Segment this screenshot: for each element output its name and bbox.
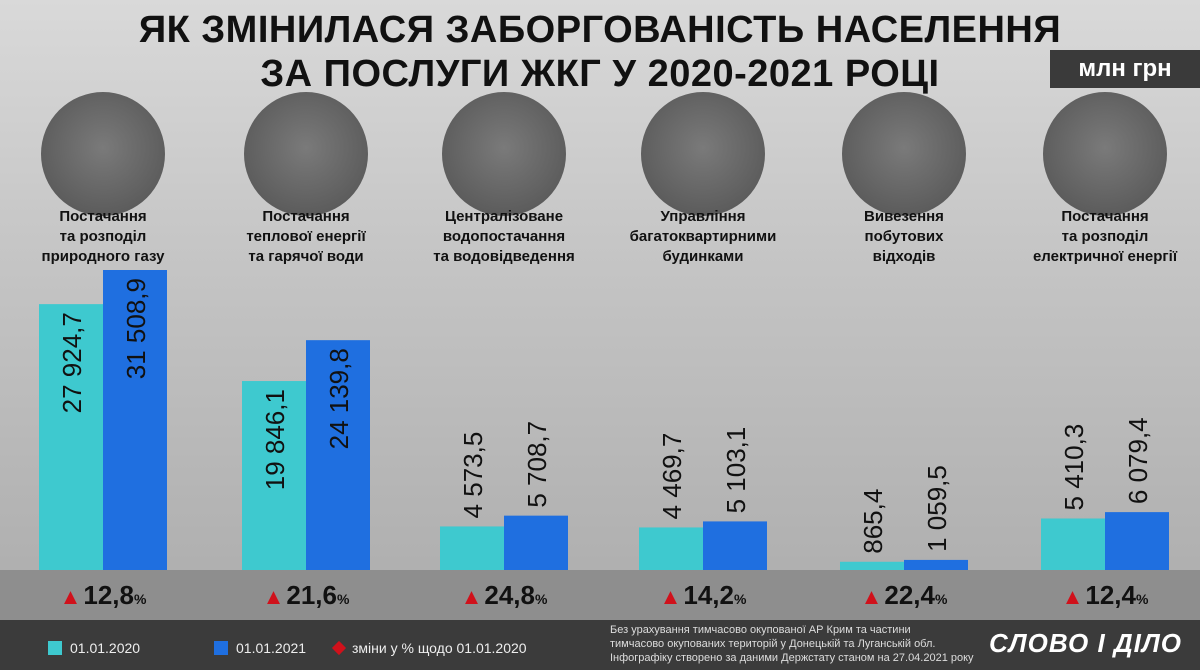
bar-2020-0 [39,304,103,570]
change-value-3: ▲14,2% [633,580,773,611]
category-label-line: Вивезення [864,208,944,225]
footer-bar [0,620,1200,670]
category-label-3: Управління багатоквартирними будинками [613,207,793,267]
data-label-2020-1: 19 846,1 [260,389,290,490]
category-label-1: Постачання теплової енергії та гарячої вод… [216,207,396,267]
change-value-4: ▲22,4% [834,580,974,611]
change-number: 14,2 [683,580,734,610]
category-label-2: Централізоване водопостачання та водовідве… [414,207,594,267]
bar-2020-2 [440,526,504,570]
change-value-5: ▲12,4% [1035,580,1175,611]
category-label-line: Постачання [59,208,147,225]
legend-change-label: зміни у % щодо 01.01.2020 [352,640,527,656]
data-label-2021-4: 1 059,5 [922,465,952,552]
data-label-2021-0: 31 508,9 [121,278,151,379]
category-label-line: Централізоване [444,208,564,225]
up-arrow-icon: ▲ [1061,584,1084,609]
bar-2020-3 [639,527,703,570]
change-number: 21,6 [286,580,337,610]
change-value-1: ▲21,6% [236,580,376,611]
change-number: 12,8 [83,580,134,610]
data-label-2020-2: 4 573,5 [458,432,488,519]
category-label-line: відходів [872,248,936,265]
category-label-line: та розподіл [1061,228,1149,245]
data-label-2020-4: 865,4 [858,489,888,554]
up-arrow-icon: ▲ [460,584,483,609]
change-value-2: ▲24,8% [434,580,574,611]
bar-2020-4 [840,561,904,570]
bar-2021-2 [504,515,568,570]
up-arrow-icon: ▲ [860,584,883,609]
category-label-line: багатоквартирними [629,228,777,245]
change-number: 24,8 [484,580,535,610]
bar-2020-1 [242,381,306,570]
percent-sign: % [336,591,350,607]
bar-2021-1 [306,340,370,570]
legend-2020: 01.01.2020 [48,640,140,656]
footnote-line-2: тимчасово окупованих територій у Донецьк… [610,638,936,650]
legend-change: зміни у % щодо 01.01.2020 [331,640,527,656]
bar-2021-5 [1105,512,1169,570]
footnote-line-3: Інфографіку створено за даними Держстату… [610,652,974,664]
percent-sign: % [534,591,548,607]
category-label-line: побутових [864,228,944,245]
category-label-line: водопостачання [442,228,566,245]
data-label-2020-5: 5 410,3 [1059,424,1089,511]
data-label-2020-3: 4 469,7 [657,433,687,520]
up-arrow-icon: ▲ [262,584,285,609]
category-label-4: Вивезення побутових відходів [814,207,994,267]
category-label-line: будинками [662,248,744,265]
legend-2020-label: 01.01.2020 [70,640,141,656]
percent-sign: % [1135,591,1149,607]
footnote: Без урахування тимчасово окупованої АР К… [610,623,990,665]
data-label-2021-2: 5 708,7 [522,421,552,508]
legend-2021: 01.01.2021 [214,640,306,656]
up-arrow-icon: ▲ [59,584,82,609]
title-line-1: ЯК ЗМІНИЛАСЯ ЗАБОРГОВАНІСТЬ НАСЕЛЕННЯ [138,9,1062,51]
category-label-5: Постачання та розподіл електричної енергії [1015,207,1195,267]
legend-2020-swatch [48,641,62,655]
category-label-line: та розподіл [59,228,147,245]
bar-2020-5 [1041,518,1105,570]
category-label-line: електричної енергії [1032,248,1178,265]
data-label-2021-5: 6 079,4 [1123,417,1153,504]
bar-2021-3 [703,521,767,570]
icon-power-line [1043,92,1167,216]
change-number: 22,4 [884,580,935,610]
category-label-line: природного газу [41,248,165,265]
up-arrow-icon: ▲ [659,584,682,609]
category-label-line: теплової енергії [246,228,366,245]
bar-chart: 27 924,7 19 846,1 4 573,5 4 469,7 865,4 5 410… [0,270,1200,620]
percent-sign: % [733,591,747,607]
icon-apartment-building [641,92,765,216]
bar-2021-4 [904,559,968,570]
icon-water-tap [442,92,566,216]
change-diamond-icon [331,640,347,656]
icon-gas-burner [41,92,165,216]
icon-radiator-bath [244,92,368,216]
data-label-2020-0: 27 924,7 [57,312,87,413]
floor-band [0,570,1200,620]
category-label-line: та гарячої води [248,248,364,265]
category-label-line: Управління [660,208,746,225]
brand-logo: СЛОВО І ДІЛО [989,628,1182,658]
legend-2021-label: 01.01.2021 [236,640,307,656]
icon-garbage-truck [842,92,966,216]
footnote-line-1: Без урахування тимчасово окупованої АР К… [610,624,911,636]
category-label-line: Постачання [1061,208,1149,225]
percent-sign: % [133,591,147,607]
percent-sign: % [934,591,948,607]
category-label-line: Постачання [262,208,350,225]
change-number: 12,4 [1085,580,1136,610]
data-label-2021-3: 5 103,1 [721,427,751,514]
data-label-2021-1: 24 139,8 [324,348,354,449]
unit-badge: млн грн [1050,50,1200,88]
title-line-2: ЗА ПОСЛУГИ ЖКГ У 2020-2021 РОЦІ [260,53,940,95]
category-label-line: та водовідведення [433,248,575,265]
change-value-0: ▲12,8% [33,580,173,611]
chart-title: ЯК ЗМІНИЛАСЯ ЗАБОРГОВАНІСТЬ НАСЕЛЕННЯ ЗА… [0,8,1200,96]
legend-2021-swatch [214,641,228,655]
category-label-0: Постачання та розподіл природного газу [13,207,193,267]
bar-2021-0 [103,270,167,570]
